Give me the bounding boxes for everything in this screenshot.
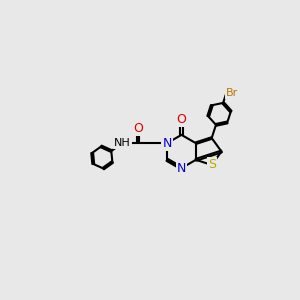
Text: O: O — [133, 122, 143, 135]
Text: N: N — [177, 162, 186, 175]
Text: NH: NH — [114, 138, 131, 148]
Text: N: N — [162, 137, 172, 150]
Text: O: O — [176, 113, 186, 126]
Text: S: S — [208, 158, 216, 172]
Text: Br: Br — [226, 88, 238, 98]
